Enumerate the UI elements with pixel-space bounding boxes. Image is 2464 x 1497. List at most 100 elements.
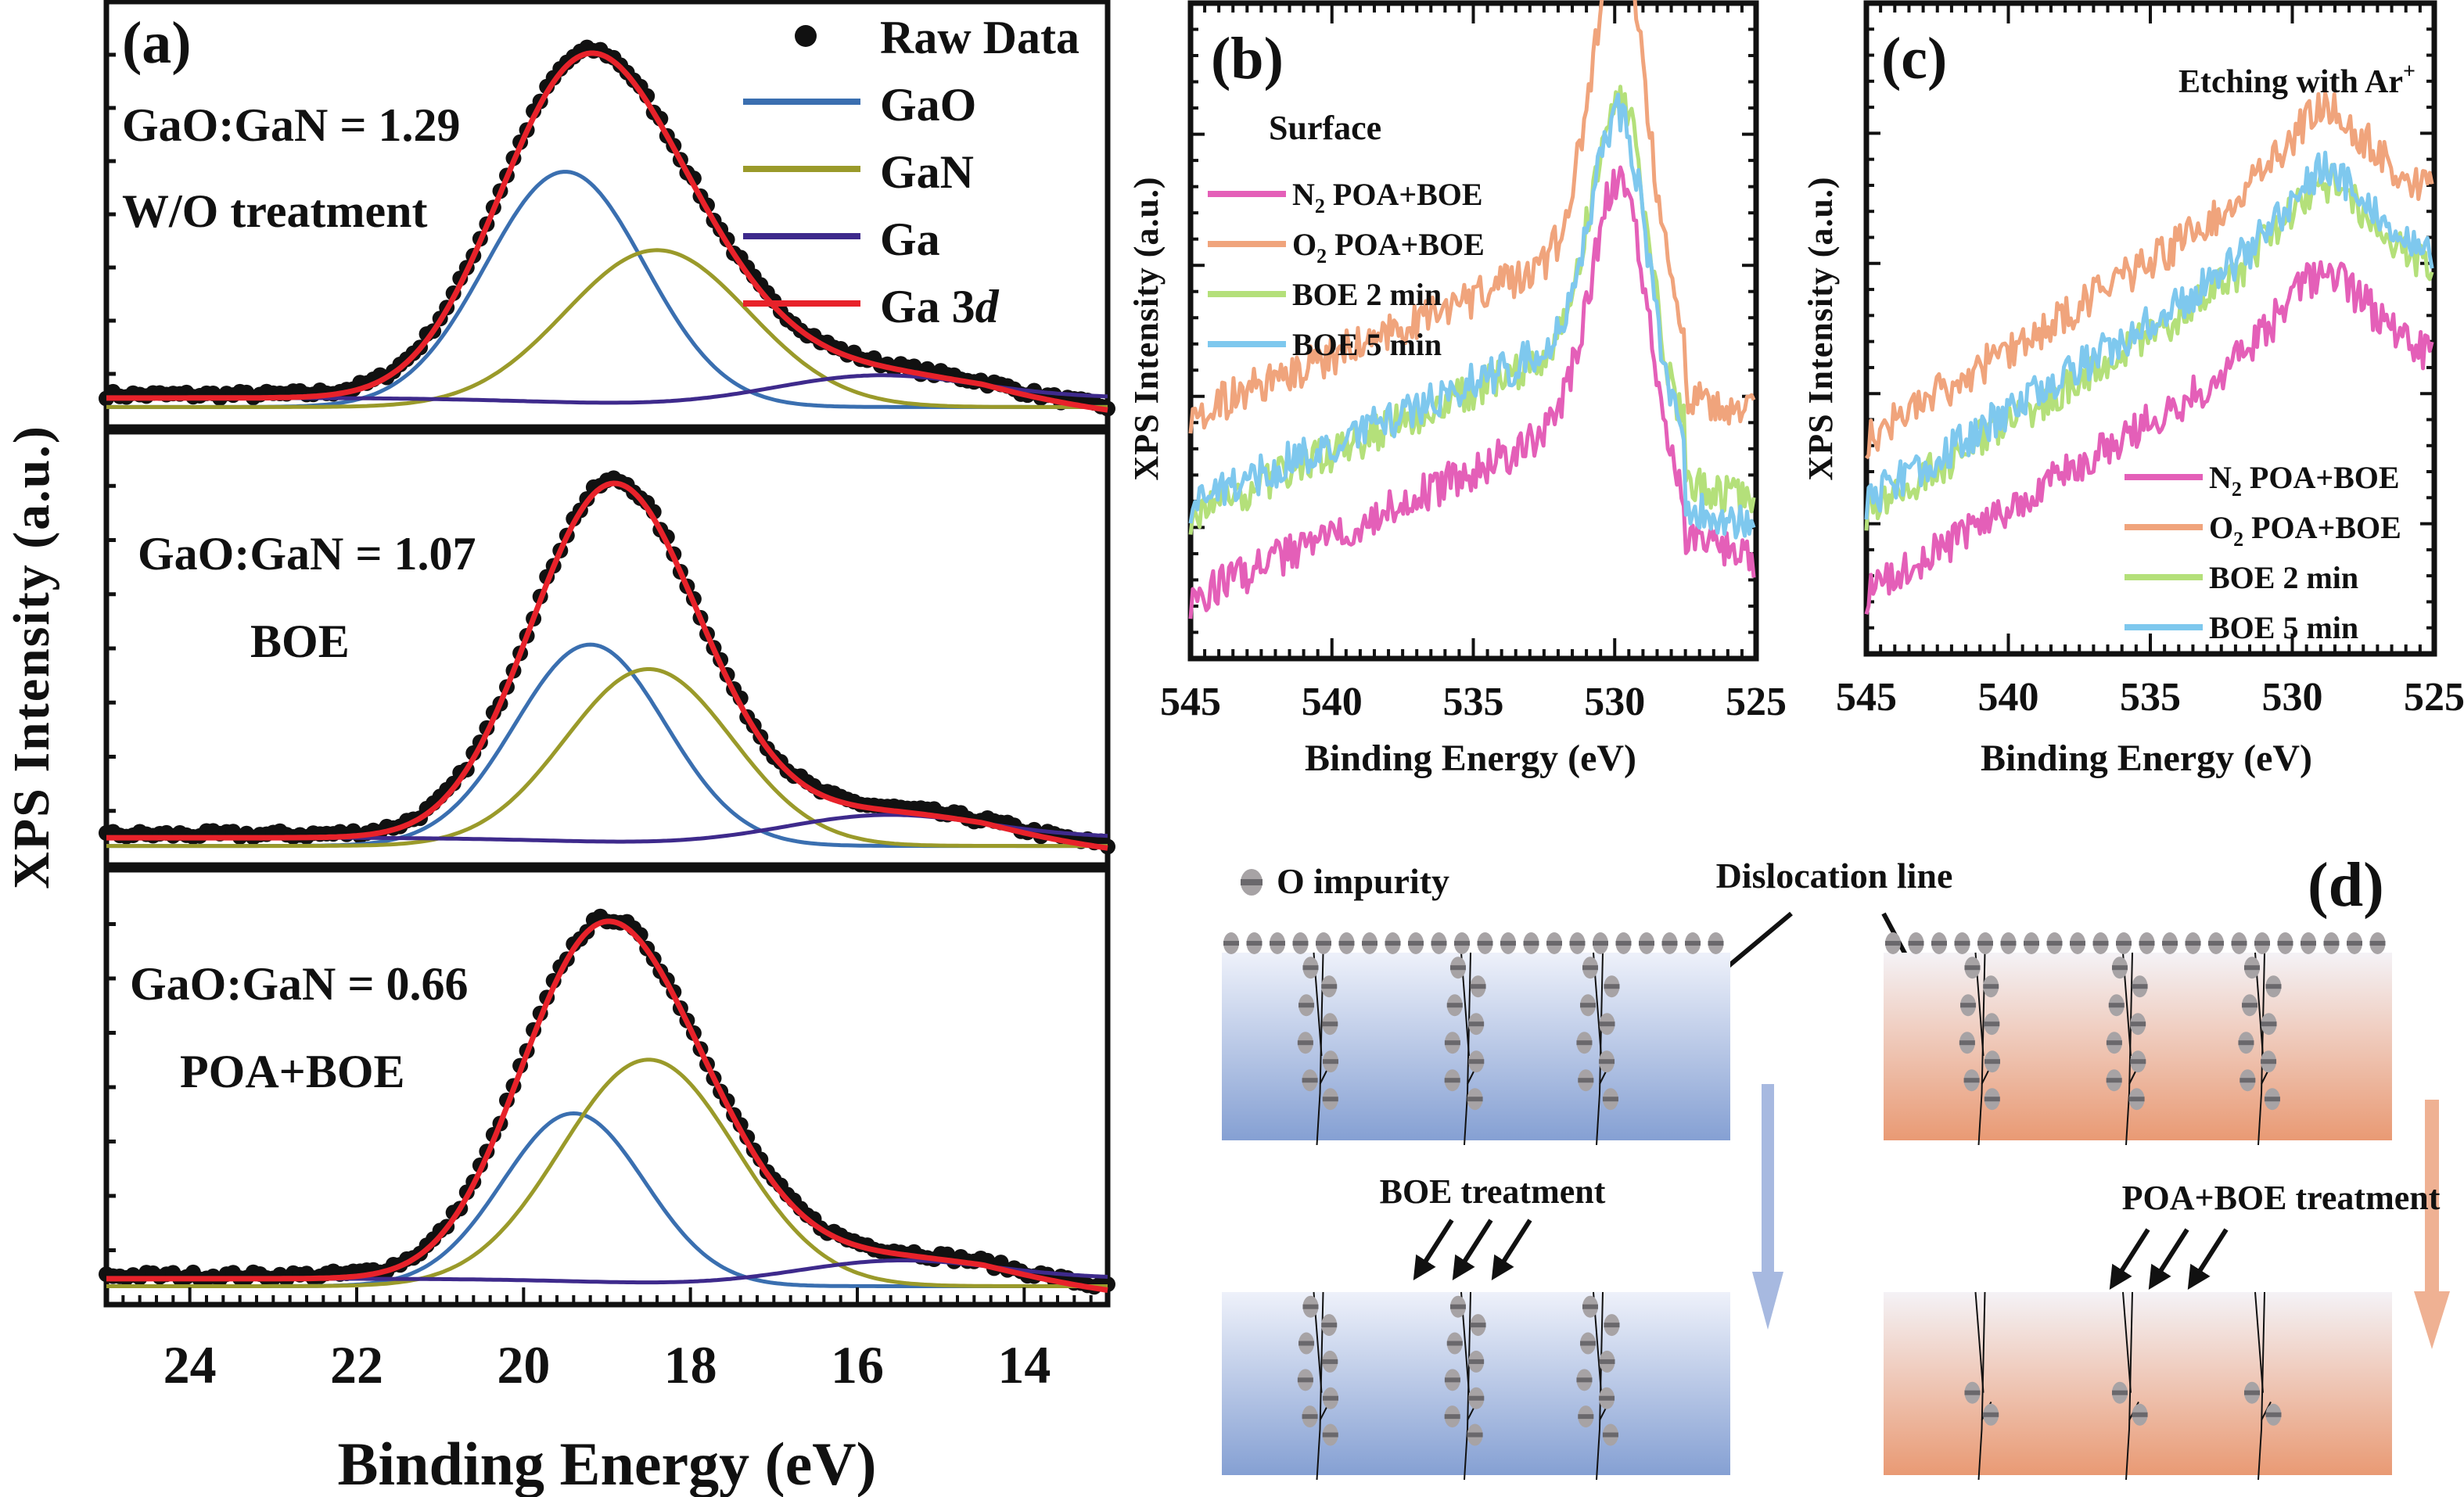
o-impurity-icon: [2261, 1050, 2277, 1073]
impurity-band: [2106, 1078, 2122, 1083]
o-impurity-icon: [1546, 932, 1562, 954]
o-impurity-icon: [1321, 1314, 1338, 1337]
o-impurity-icon: [2139, 932, 2155, 954]
impurity-band: [2243, 1390, 2260, 1395]
o-impurity-icon: [1602, 1088, 1618, 1111]
panel-a: XPS Intensity (a.u.) GaO:GaN = 1.29 W/O t…: [3, 0, 1115, 1497]
panel-c: XPS Intensity (a.u.) (c) Etching with Ar…: [1801, 0, 2464, 779]
legend-label: BOE 2 min: [2209, 560, 2358, 595]
dislocation-segment: [1316, 1429, 1321, 1481]
impurity-band: [1500, 941, 1516, 946]
o-impurity-icon: [1449, 1295, 1466, 1318]
impurity-band: [1302, 1414, 1318, 1420]
impurity-band: [1599, 1021, 1615, 1027]
o-impurity-icon: [1954, 932, 1970, 954]
dislocation-segment: [1316, 1093, 1321, 1146]
impurity-band: [1297, 1040, 1313, 1046]
o-impurity-icon: [1444, 1069, 1460, 1092]
o-impurity-icon: [1362, 932, 1377, 954]
o-impurity-icon: [1983, 1403, 1999, 1426]
impurity-band: [1983, 984, 1999, 989]
legend-label-main: N: [2209, 460, 2232, 495]
x-tick-label: 16: [831, 1335, 884, 1395]
panel-c-annotation: Etching with Ar+: [2178, 59, 2416, 100]
panel-b-xlabel: Binding Energy (eV): [1305, 738, 1636, 779]
impurity-band: [1546, 941, 1562, 946]
o-impurity-icon: [1963, 1069, 1980, 1092]
impurity-band: [1323, 1395, 1339, 1401]
o-impurity-icon: [1599, 1013, 1615, 1036]
o-impurity-icon: [1302, 1405, 1318, 1428]
o-impurity-icon: [1322, 1013, 1338, 1036]
legend-label-main: BOE 2 min: [2209, 560, 2358, 595]
impurity-band: [1708, 941, 1724, 946]
impurity-band: [1984, 1097, 2000, 1102]
impurity-band: [2070, 941, 2085, 946]
legend-label-text: Ga 3: [880, 281, 975, 332]
dislocation-segment: [1464, 1429, 1468, 1481]
x-tick-label: 530: [1584, 680, 1645, 724]
dislocation-branch: [2261, 1401, 2272, 1421]
o-impurity-icon: [1468, 1013, 1485, 1036]
dislocation-segment: [2122, 1291, 2132, 1393]
impurity-band: [2000, 941, 2017, 946]
o-impurity-icon: [2254, 932, 2270, 954]
o-impurity-icon: [1908, 932, 1924, 954]
impurity-band: [2265, 1412, 2282, 1417]
impurity-band: [1444, 1078, 1460, 1083]
impurity-band: [1477, 941, 1493, 946]
legend-label: N2 POA+BOE: [2209, 460, 2400, 501]
o-impurity-icon: [1322, 1423, 1338, 1446]
o-impurity-icon: [2243, 957, 2260, 979]
impurity-band: [1580, 1003, 1597, 1008]
impurity-band: [1302, 1304, 1319, 1309]
legend-label-main: BOE 5 min: [1292, 327, 1442, 362]
panel-a-subplot-3: GaO:GaN = 0.66 POA+BOE: [99, 867, 1115, 1308]
panel-b-label: (b): [1211, 26, 1284, 92]
legend-label-main: BOE 2 min: [1292, 277, 1442, 312]
impurity-band: [1302, 965, 1319, 971]
o-impurity-icon: [2132, 1403, 2148, 1426]
panel-c-ylabel: XPS Intensity (a.u.): [1801, 176, 1840, 480]
o-impurity-icon: [2208, 932, 2224, 954]
impurity-band: [1431, 941, 1447, 946]
impurity-band: [2264, 1097, 2280, 1102]
x-tick-label: 14: [997, 1335, 1051, 1395]
treatment-label: BOE: [250, 616, 350, 667]
legend-label-italic: d: [975, 281, 1000, 332]
impurity-band: [1602, 1432, 1618, 1438]
impurity-band: [1578, 1414, 1594, 1420]
legend-item-ga: Ga: [743, 214, 940, 265]
impurity-band: [2261, 1021, 2277, 1027]
legend-item-ga-3d: Ga 3d: [743, 281, 1000, 332]
impurity-band: [2261, 1059, 2277, 1064]
dislocation-segment: [2261, 1291, 2265, 1430]
ga3d-envelope-line: [106, 918, 1108, 1293]
series-line-o2-poa-boe: [1188, 0, 1756, 434]
dislocation-segment: [2125, 1093, 2130, 1146]
legend-label-rest: POA+BOE: [2242, 460, 2400, 495]
o-impurity-icon: [1615, 932, 1632, 954]
legend-item-o2-poa-boe: O2 POA+BOE: [2125, 510, 2401, 551]
impurity-band: [1467, 1432, 1483, 1438]
o-impurity-icon: [1323, 1050, 1339, 1073]
dislocation-segment: [2254, 1291, 2264, 1393]
o-impurity-icon: [1708, 932, 1724, 954]
o-impurity-icon: [1385, 932, 1401, 954]
o-impurity-icon: [1578, 1405, 1594, 1428]
impurity-band: [2243, 965, 2260, 971]
o-impurity-icon: [1446, 994, 1463, 1017]
impurity-band: [1931, 941, 1947, 946]
o-impurity-icon: [1576, 1369, 1593, 1391]
impurity-band: [1602, 1097, 1618, 1102]
dislocation-segment: [2257, 1093, 2262, 1146]
x-tick-label: 535: [1443, 680, 1504, 724]
impurity-band: [1338, 941, 1355, 946]
o-impurity-icon: [1661, 932, 1678, 954]
o-impurity-icon: [1302, 1069, 1318, 1092]
impurity-band: [1593, 941, 1608, 946]
panel-b: XPS Intensity (a.u.) (b) Surface N2 POA+…: [1127, 0, 1787, 779]
o-impurity-icon: [1960, 994, 1977, 1017]
impurity-band: [1302, 1078, 1318, 1083]
